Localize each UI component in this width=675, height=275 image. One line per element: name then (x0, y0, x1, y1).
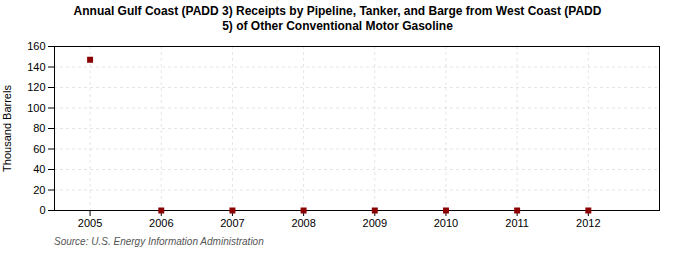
html-text:Annual Gulf Coast (PADD 3) Rec: Annual Gulf Coast (PADD 3) Receipts by P… (73, 4, 602, 33)
svg-text:2010: 2010 (434, 217, 458, 229)
svg-text:40: 40 (33, 163, 45, 175)
svg-text:120: 120 (27, 81, 45, 93)
svg-text:2008: 2008 (291, 217, 315, 229)
svg-text:140: 140 (27, 61, 45, 73)
svg-text:2007: 2007 (220, 217, 244, 229)
svg-text:20: 20 (33, 184, 45, 196)
svg-text:2009: 2009 (363, 217, 387, 229)
svg-text:0: 0 (39, 204, 45, 216)
svg-text:60: 60 (33, 143, 45, 155)
svg-text:80: 80 (33, 122, 45, 134)
svg-text:2012: 2012 (576, 217, 600, 229)
svg-text:2011: 2011 (505, 217, 529, 229)
svg-text:2006: 2006 (149, 217, 173, 229)
svg-text:160: 160 (27, 40, 45, 52)
svg-text:Thousand Barrels: Thousand Barrels (1, 85, 13, 172)
html-text:Source: U.S. Energy Informatio: Source: U.S. Energy Information Administ… (54, 236, 264, 247)
svg-text:100: 100 (27, 102, 45, 114)
svg-text:2005: 2005 (78, 217, 102, 229)
